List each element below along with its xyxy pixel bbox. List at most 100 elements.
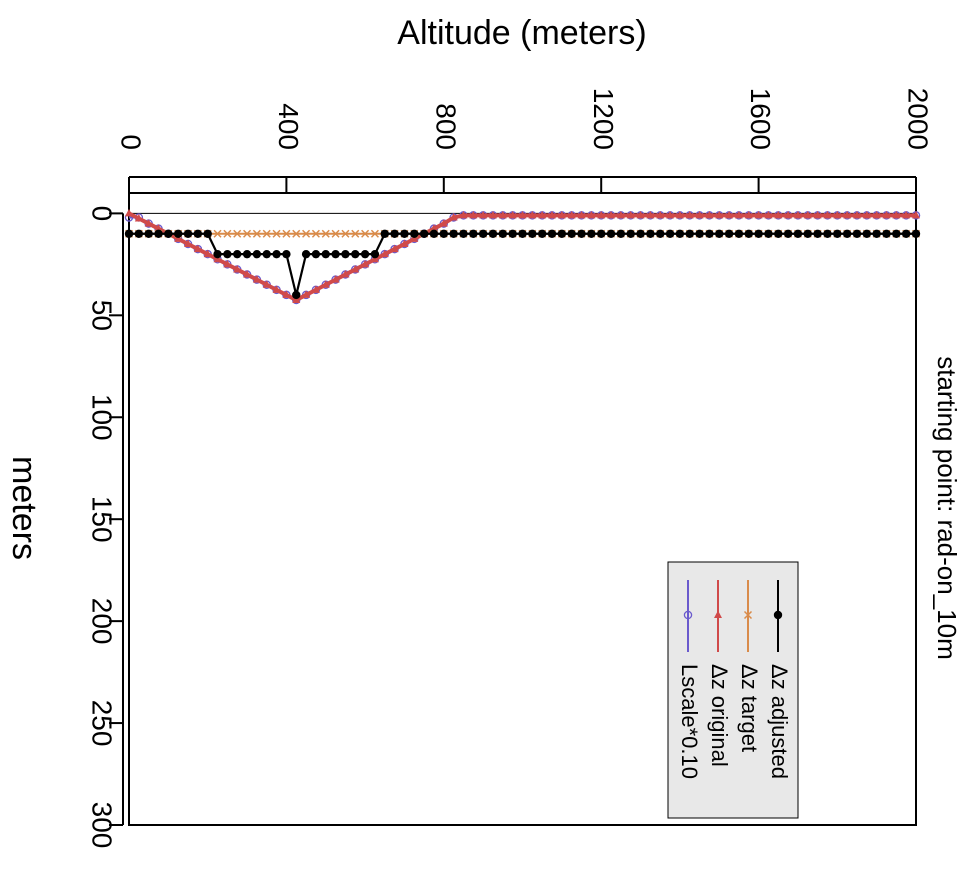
- point: [498, 229, 508, 238]
- y-tick-label: 50: [87, 300, 118, 331]
- point: [538, 210, 547, 219]
- point: [577, 229, 586, 238]
- legend-label: Δz adjusted: [767, 664, 792, 779]
- point: [292, 290, 301, 300]
- point: [764, 210, 773, 219]
- point: [695, 210, 704, 219]
- point: [636, 210, 645, 219]
- point: [380, 249, 389, 258]
- point: [419, 229, 429, 238]
- point: [233, 249, 242, 259]
- point: [203, 229, 212, 238]
- point: [282, 290, 291, 298]
- chart-title: Altitude (meters): [397, 14, 646, 52]
- point: [547, 229, 557, 238]
- point: [774, 229, 783, 238]
- point: [705, 229, 714, 238]
- point: [124, 229, 134, 238]
- point: [223, 249, 232, 259]
- point: [606, 229, 616, 238]
- point: [233, 264, 242, 273]
- x-tick-label: 1600: [745, 88, 776, 150]
- point: [331, 229, 340, 238]
- series: [125, 208, 920, 304]
- point: [439, 229, 448, 238]
- point: [764, 229, 773, 238]
- point: [813, 229, 822, 238]
- point: [892, 210, 901, 219]
- point: [311, 285, 320, 293]
- point: [626, 210, 635, 219]
- point: [479, 210, 488, 219]
- point: [803, 210, 812, 219]
- point: [321, 229, 330, 238]
- point: [302, 229, 311, 238]
- point: [144, 229, 153, 238]
- point: [311, 249, 321, 259]
- point: [656, 229, 665, 238]
- point: [813, 210, 822, 219]
- point: [193, 229, 203, 238]
- point: [459, 229, 468, 238]
- point: [410, 234, 419, 242]
- point: [508, 210, 517, 219]
- point: [557, 229, 567, 238]
- point: [223, 259, 232, 268]
- point: [597, 210, 606, 219]
- point: [823, 229, 832, 238]
- point: [400, 229, 409, 238]
- point: [488, 229, 498, 238]
- point: [272, 249, 281, 259]
- point: [361, 229, 370, 238]
- point: [203, 249, 212, 258]
- point: [262, 249, 271, 259]
- point: [341, 249, 350, 259]
- point: [469, 229, 478, 238]
- y-tick-label: 200: [87, 598, 118, 645]
- legend-label: Δz original: [707, 664, 732, 767]
- point: [341, 229, 350, 238]
- point: [882, 210, 891, 219]
- point: [587, 210, 596, 219]
- point: [901, 229, 911, 238]
- y-tick-label: 250: [87, 700, 118, 747]
- x-tick-label: 400: [273, 103, 304, 150]
- legend-label: Lscale*0.10: [677, 664, 702, 779]
- point: [478, 229, 488, 238]
- legend-box: [667, 561, 799, 819]
- point: [292, 229, 301, 238]
- plot-frame: [128, 192, 917, 826]
- x-tick-label: 800: [430, 103, 461, 150]
- point: [508, 229, 517, 238]
- point: [882, 229, 891, 238]
- point: [567, 229, 576, 238]
- point: [302, 290, 311, 298]
- y-tick-label: 100: [87, 394, 118, 441]
- point: [282, 229, 291, 238]
- point: [734, 210, 743, 219]
- point: [488, 210, 497, 219]
- point: [852, 229, 862, 238]
- legend-label: Δz target: [737, 664, 762, 752]
- series: [124, 229, 921, 300]
- point: [646, 229, 655, 238]
- series: [124, 211, 921, 305]
- point: [351, 249, 360, 259]
- point: [459, 210, 468, 219]
- point: [666, 210, 675, 219]
- point: [683, 610, 693, 620]
- point: [743, 610, 753, 620]
- annotation: starting point: rad-on_10m: [932, 356, 962, 660]
- point: [734, 229, 744, 238]
- point: [361, 259, 370, 268]
- point: [724, 229, 734, 238]
- point: [154, 229, 163, 238]
- point: [233, 229, 242, 238]
- point: [911, 229, 921, 238]
- point: [321, 249, 330, 259]
- point: [183, 229, 193, 238]
- point: [380, 229, 389, 238]
- point: [567, 210, 576, 219]
- point: [429, 224, 438, 232]
- point: [833, 229, 842, 238]
